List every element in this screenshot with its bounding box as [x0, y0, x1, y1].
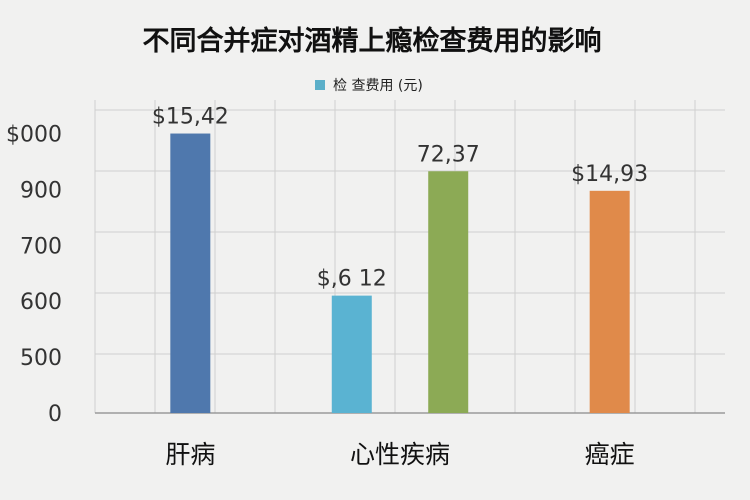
bar-data-label: $,6 12 [317, 267, 387, 292]
chart-title: 不同合并症对酒精上瘾检查费用的影响 [143, 25, 602, 57]
y-tick-label: 600 [20, 290, 62, 315]
bar [170, 133, 211, 414]
bar [331, 295, 372, 413]
y-ticks: 0 500 600 700 900 $000 [6, 123, 62, 427]
legend-swatch [315, 80, 325, 90]
y-tick-label: 900 [20, 178, 62, 203]
y-tick-label: 0 [48, 402, 62, 427]
y-tick-label: $000 [6, 123, 62, 148]
x-categories: 肝病 心性疾病 癌症 [165, 440, 634, 469]
bars [170, 133, 630, 414]
y-tick-label: 500 [20, 346, 62, 371]
bar-data-label: $15,42 [152, 105, 229, 130]
bar-data-label: $14,93 [571, 162, 648, 187]
x-category-label: 癌症 [585, 440, 635, 469]
y-tick-label: 700 [20, 234, 62, 259]
bar [589, 190, 630, 413]
x-category-label: 心性疾病 [350, 440, 450, 469]
data-labels: $15,42 $,6 12 72,37 $14,93 [152, 105, 648, 292]
bar-data-label: 72,37 [417, 142, 480, 167]
bar [428, 171, 469, 413]
legend-label: 检 查费用 (元) [333, 78, 423, 94]
x-category-label: 肝病 [165, 440, 215, 469]
